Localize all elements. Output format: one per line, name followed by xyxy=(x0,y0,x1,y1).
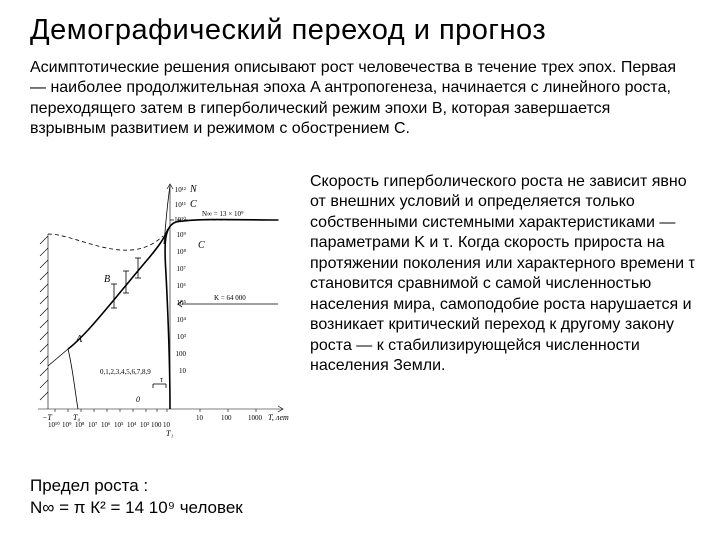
annotation-ninf: N∞ = 13 × 10⁹ xyxy=(202,210,244,218)
svg-text:10⁷: 10⁷ xyxy=(177,265,187,273)
svg-text:100: 100 xyxy=(221,414,232,422)
demographic-chart: 10¹⁰ 10⁹ 10⁸ 10⁷ 10⁶ 10⁵ 10⁴ 10³ 100 10 … xyxy=(18,174,298,444)
marker-0: 0 xyxy=(136,395,140,404)
svg-text:10: 10 xyxy=(179,367,187,375)
page-title: Демографический переход и прогноз xyxy=(30,14,546,47)
svg-text:10⁴: 10⁴ xyxy=(177,316,187,324)
svg-text:10⁴: 10⁴ xyxy=(127,421,137,429)
curve-linear-A xyxy=(48,349,68,366)
curve-hyperbolic xyxy=(68,229,168,349)
x-right-ticks: 10 100 1000 xyxy=(196,414,263,422)
svg-text:100: 100 xyxy=(151,421,162,429)
svg-text:10³: 10³ xyxy=(140,421,149,429)
svg-text:10⁹: 10⁹ xyxy=(177,231,187,239)
svg-text:1000: 1000 xyxy=(248,414,263,422)
hatch-wall xyxy=(40,234,48,409)
svg-text:100: 100 xyxy=(176,350,187,358)
x-left-ticks: 10¹⁰ 10⁹ 10⁸ 10⁷ 10⁶ 10⁵ 10⁴ 10³ 100 10 xyxy=(48,421,171,429)
svg-text:10⁵: 10⁵ xyxy=(177,299,187,307)
svg-text:10¹¹: 10¹¹ xyxy=(175,201,186,209)
marker-T1: T₁ xyxy=(166,429,173,438)
label-B: B xyxy=(104,274,110,285)
svg-text:10¹⁰: 10¹⁰ xyxy=(48,421,60,429)
marker-T0: T₀ xyxy=(73,413,80,422)
svg-text:10⁶: 10⁶ xyxy=(101,421,111,429)
svg-text:10: 10 xyxy=(196,414,204,422)
annotation-K: K = 64 000 xyxy=(214,294,246,302)
svg-text:10⁵: 10⁵ xyxy=(114,421,124,429)
svg-text:10⁸: 10⁸ xyxy=(75,421,85,429)
svg-text:10¹²: 10¹² xyxy=(175,186,186,194)
svg-text:10⁷: 10⁷ xyxy=(88,421,98,429)
label-N: N xyxy=(189,184,198,195)
marker-minusT: −T xyxy=(42,413,52,422)
label-C-lower: C xyxy=(198,240,205,251)
epoch-numbers: 0,1,2,3,4,5,6,7,8,9 xyxy=(100,368,151,376)
svg-text:10⁶: 10⁶ xyxy=(177,282,187,290)
svg-text:10³: 10³ xyxy=(177,333,186,341)
x-axis-title: T, лет xyxy=(268,413,289,422)
limit-line2: N∞ = π К² = 14 10⁹ человек xyxy=(30,498,243,517)
growth-limit: Предел роста : N∞ = π К² = 14 10⁹ челове… xyxy=(30,475,360,519)
limit-line1: Предел роста : xyxy=(30,476,148,495)
label-A: A xyxy=(75,334,83,345)
paragraph-epochs: Асимптотические решения описывают рост ч… xyxy=(30,58,690,140)
y-ticks: 10¹² 10¹¹ 10¹⁰ 10⁹ 10⁸ 10⁷ 10⁶ 10⁵ 10⁴ 1… xyxy=(174,186,186,375)
svg-text:10⁹: 10⁹ xyxy=(62,421,72,429)
label-C-upper: C xyxy=(190,199,197,210)
svg-text:10⁸: 10⁸ xyxy=(177,248,187,256)
tau-label: τ xyxy=(160,375,164,384)
error-bars xyxy=(111,258,141,308)
curve-dashed-ext xyxy=(48,234,163,250)
paragraph-hyperbolic: Скорость гиперболического роста не завис… xyxy=(310,172,705,377)
svg-text:10: 10 xyxy=(163,421,171,429)
